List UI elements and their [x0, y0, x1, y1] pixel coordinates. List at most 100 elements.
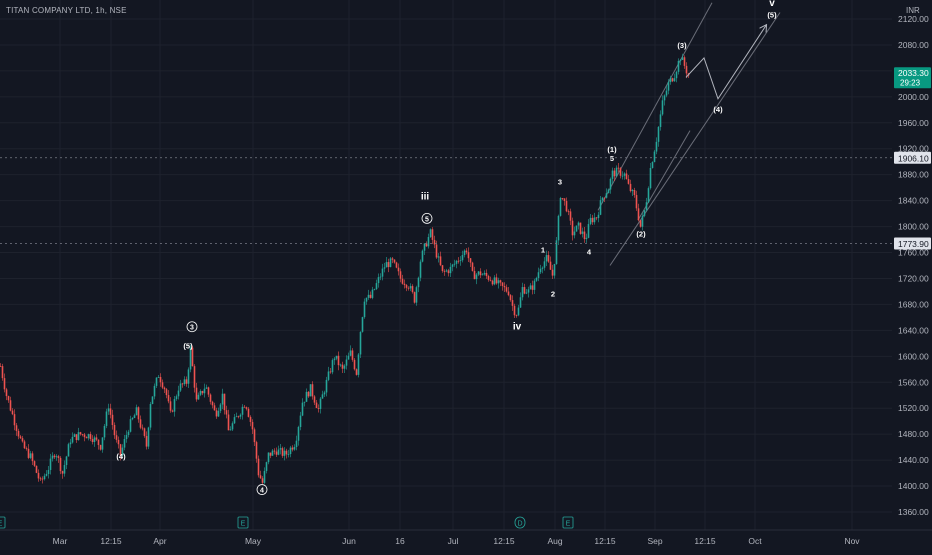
candle: [219, 402, 222, 414]
candle-body: [33, 461, 36, 466]
candle: [517, 304, 520, 317]
candle: [261, 476, 264, 485]
candle-body: [189, 347, 192, 370]
candle-body: [135, 407, 138, 416]
candle: [157, 374, 160, 378]
candle-body: [265, 462, 268, 471]
candle-body: [389, 258, 392, 268]
candle-body: [209, 394, 212, 402]
candle-body: [337, 355, 340, 366]
candle: [205, 384, 208, 389]
candle-body: [239, 414, 242, 417]
candle: [627, 175, 630, 185]
candle: [289, 445, 292, 458]
candle-body: [269, 452, 272, 456]
candle-body: [31, 453, 34, 462]
time-axis: Mar 12:15 Apr May Jun 16 Jul 12:15 Aug 12:15 Sep 12…: [0, 529, 932, 546]
event-marker-label: E: [241, 521, 246, 528]
candle: [579, 222, 582, 235]
candle-body: [537, 272, 540, 278]
candle: [583, 226, 586, 243]
candle-body: [469, 258, 472, 263]
candle-body: [157, 376, 160, 378]
candle-body: [613, 170, 616, 177]
candle-body: [561, 198, 564, 199]
candle: [93, 435, 96, 447]
candle-body: [305, 391, 308, 402]
candle: [635, 190, 638, 211]
candle: [331, 358, 334, 375]
candle-body: [577, 222, 580, 226]
candle: [269, 452, 272, 459]
candle-body: [291, 447, 294, 450]
candle: [685, 62, 688, 79]
candle-body: [581, 231, 584, 234]
candle: [119, 443, 122, 461]
candle-body: [7, 396, 10, 401]
candle-body: [357, 354, 360, 375]
candle-body: [21, 438, 24, 442]
reference-level-label: 1773.90: [898, 239, 929, 249]
time-tick-label: Sep: [647, 536, 662, 546]
candle-body: [657, 126, 660, 142]
candle-body: [103, 425, 106, 438]
price-tick-label: 1560.00: [898, 377, 929, 387]
candle-body: [583, 231, 586, 240]
wave-label-circle: [421, 212, 433, 224]
candle: [323, 390, 326, 398]
candle: [519, 292, 522, 309]
candle-body: [301, 402, 304, 416]
candle-body: [85, 437, 88, 439]
candle: [601, 196, 604, 204]
candle-body: [243, 406, 246, 408]
reference-level-label: 1906.10: [898, 153, 929, 163]
candle-body: [363, 301, 366, 318]
candle-body: [643, 210, 646, 216]
candle: [171, 409, 174, 413]
candle: [609, 177, 612, 194]
candle: [527, 286, 530, 298]
reference-level-badge: [894, 237, 931, 250]
candle-body: [49, 458, 52, 470]
candle: [43, 473, 46, 481]
candle-body: [195, 387, 198, 400]
candle: [485, 269, 488, 279]
candle-body: [409, 286, 412, 289]
candle: [61, 470, 64, 479]
candle-body: [617, 167, 620, 169]
candle: [207, 386, 210, 398]
candle: [523, 283, 526, 295]
candle: [455, 259, 458, 269]
candle: [129, 415, 132, 433]
candle-body: [557, 215, 560, 241]
candle-body: [65, 456, 68, 466]
candle: [593, 212, 596, 225]
candle: [569, 208, 572, 226]
candle-body: [347, 355, 350, 360]
candle: [663, 94, 666, 106]
candle-body: [133, 415, 136, 418]
candle: [549, 256, 552, 270]
candle-body: [645, 202, 648, 211]
candle-body: [435, 244, 438, 258]
candle-body: [477, 271, 480, 275]
reference-level-badge: [894, 151, 931, 164]
candle: [105, 408, 108, 429]
candle-body: [367, 294, 370, 298]
candle: [557, 214, 560, 246]
candle-body: [151, 396, 154, 404]
candle: [397, 263, 400, 276]
candle: [83, 432, 86, 442]
candle: [417, 276, 420, 293]
candle-body: [181, 383, 184, 385]
candle: [253, 427, 256, 446]
candle-body: [671, 78, 674, 82]
candle-body: [587, 224, 590, 238]
candle-body: [53, 455, 56, 458]
candle-body: [197, 394, 200, 400]
candle: [463, 249, 466, 258]
candle-body: [323, 392, 326, 395]
